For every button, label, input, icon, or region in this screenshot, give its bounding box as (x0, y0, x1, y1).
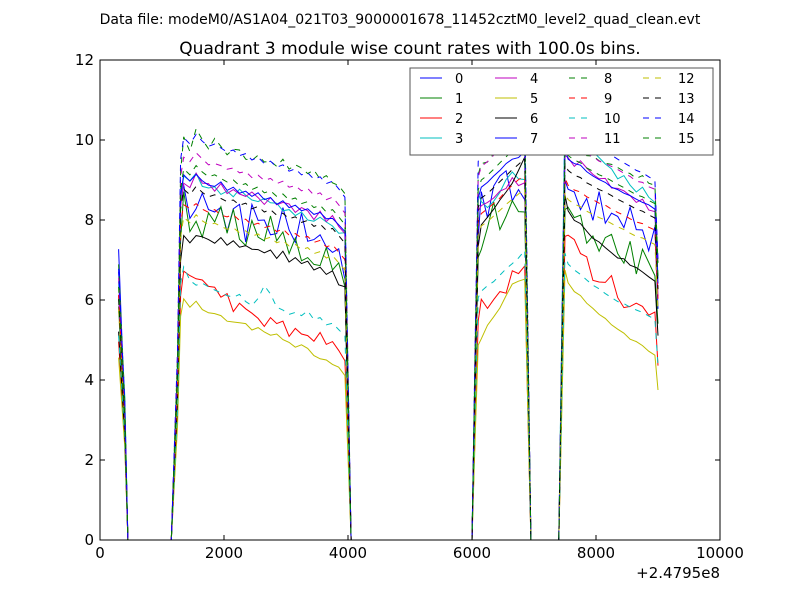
legend-label-0: 0 (455, 72, 463, 87)
datafile-label: Data file: modeM0/AS1A04_021T03_90000016… (100, 12, 701, 28)
y-tick-label: 8 (84, 211, 94, 229)
legend-label-4: 4 (530, 72, 538, 87)
legend-label-1: 1 (455, 92, 463, 107)
x-tick-label: 8000 (577, 544, 615, 562)
legend-label-10: 10 (604, 112, 621, 127)
legend-label-9: 9 (604, 92, 612, 107)
plot-frame (99, 59, 721, 541)
x-tick-label: 0 (95, 544, 105, 562)
y-tick-label: 4 (84, 371, 94, 389)
x-tick-label: 6000 (453, 544, 491, 562)
legend-label-2: 2 (455, 112, 463, 127)
legend-label-15: 15 (678, 132, 695, 147)
legend-box (409, 67, 714, 156)
y-tick-label: 2 (84, 451, 94, 469)
legend-label-3: 3 (455, 132, 463, 147)
x-tick-label: 2000 (205, 544, 243, 562)
legend-label-11: 11 (604, 132, 621, 147)
x-tick-label: 4000 (329, 544, 367, 562)
legend-label-8: 8 (604, 72, 612, 87)
legend-label-13: 13 (678, 92, 695, 107)
x-tick-label: 10000 (696, 544, 744, 562)
legend-label-6: 6 (530, 112, 538, 127)
y-tick-label: 10 (75, 131, 94, 149)
y-tick-label: 6 (84, 291, 94, 309)
x-offset-label: +2.4795e8 (636, 564, 720, 582)
legend-label-7: 7 (530, 132, 538, 147)
legend-label-12: 12 (678, 72, 695, 87)
legend-label-14: 14 (678, 112, 695, 127)
chart-title: Quadrant 3 module wise count rates with … (179, 39, 640, 59)
series-line-10 (118, 249, 659, 541)
y-tick-label: 0 (84, 531, 94, 549)
legend-label-5: 5 (530, 92, 538, 107)
y-tick-label: 12 (75, 51, 94, 69)
